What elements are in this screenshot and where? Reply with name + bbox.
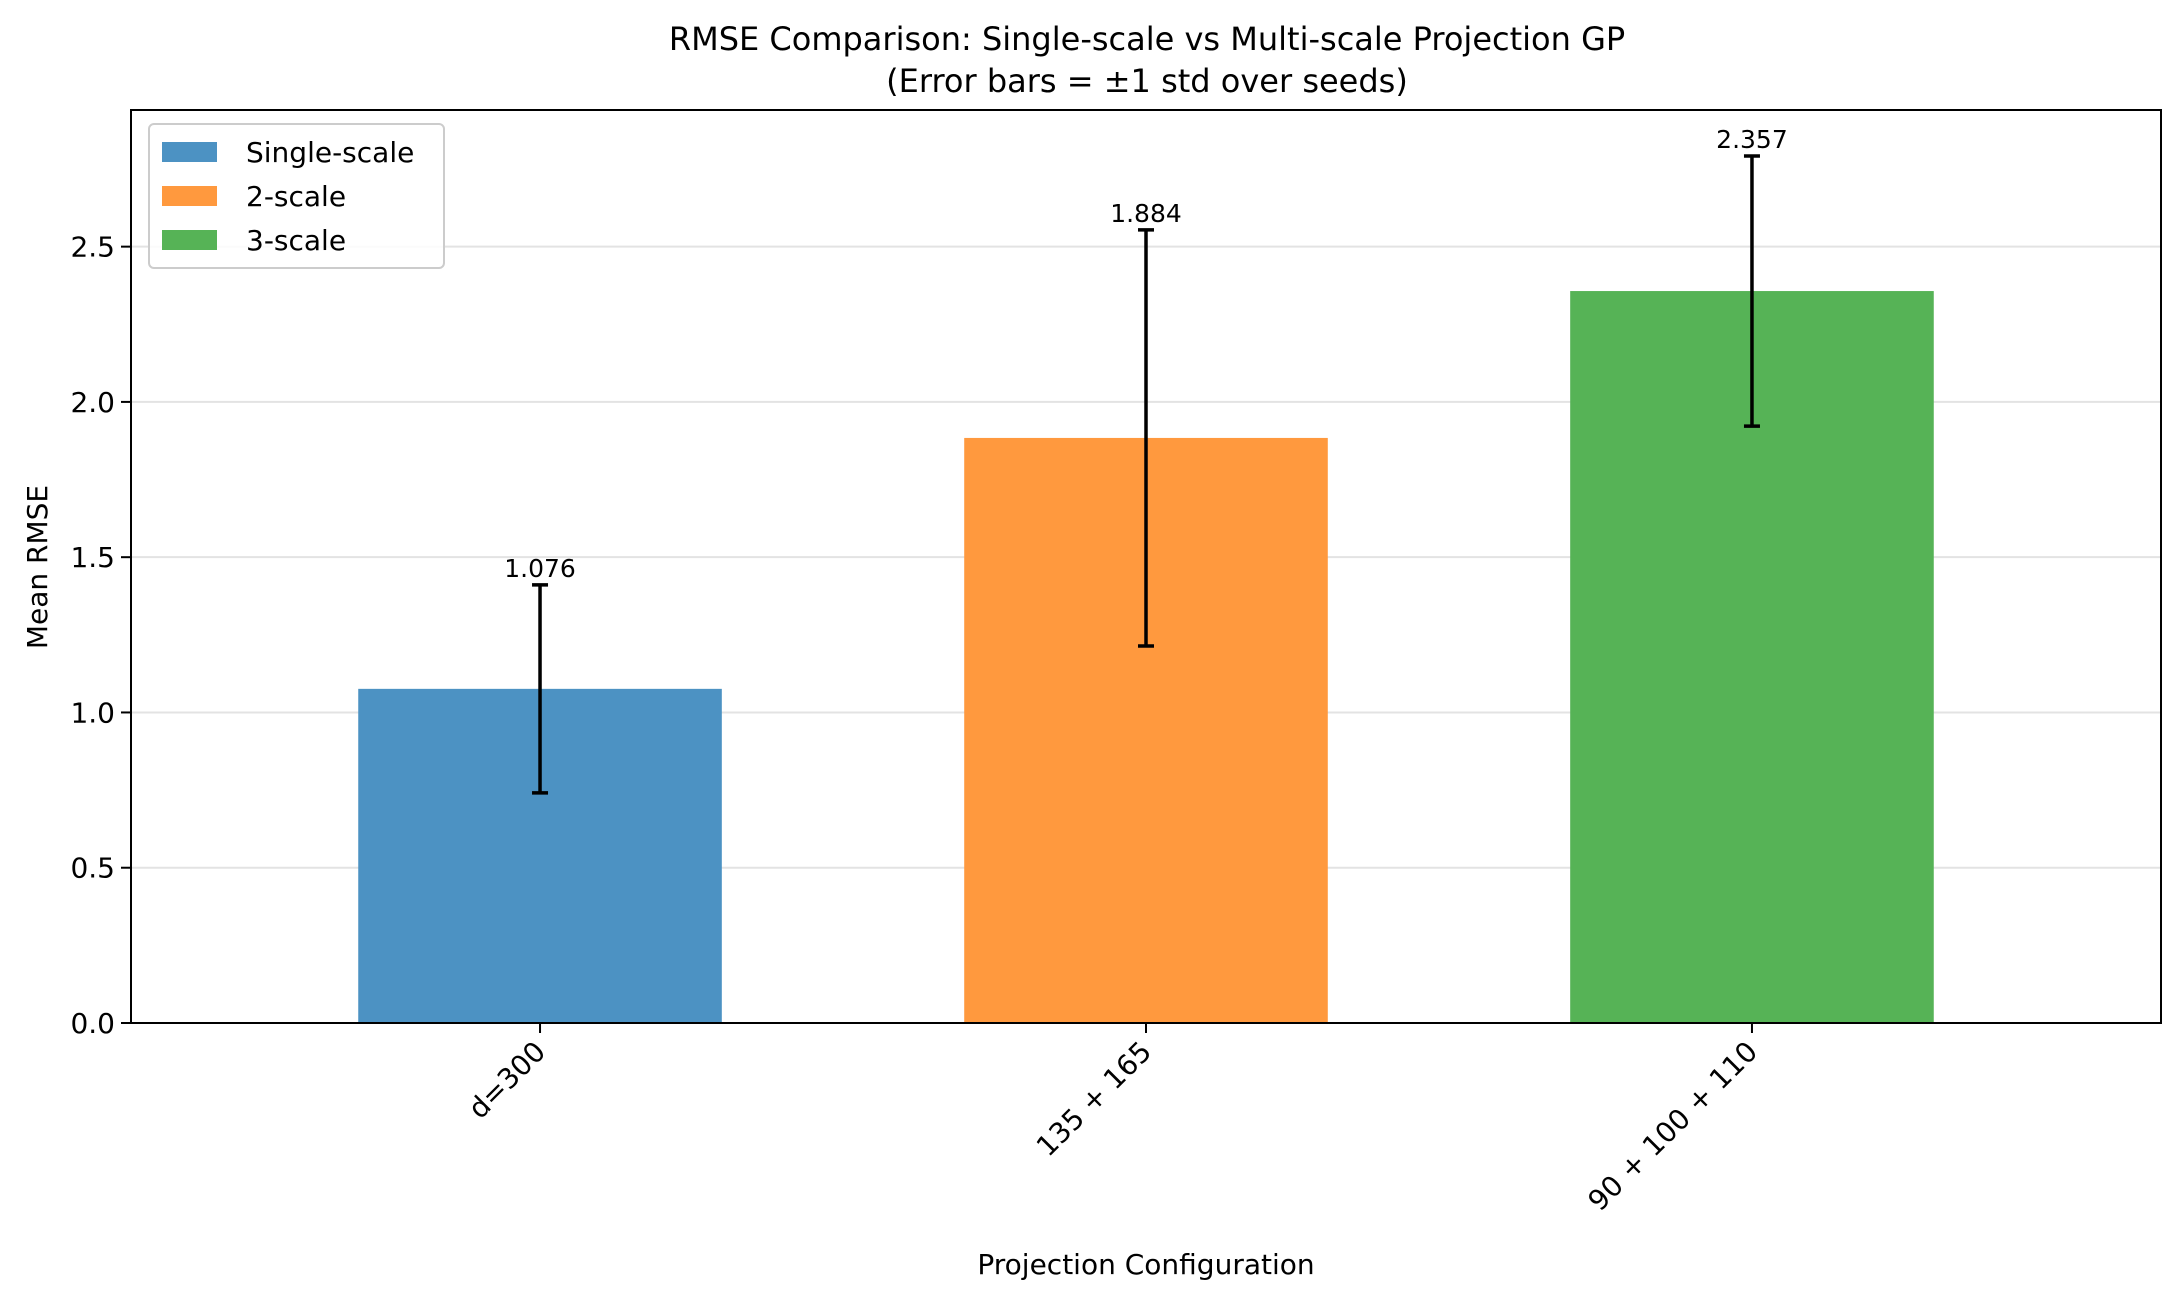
legend-swatch	[162, 230, 217, 250]
value-labels: 1.076 1.884 2.357	[504, 125, 1788, 583]
chart-subtitle: (Error bars = ±1 std over seeds)	[886, 62, 1408, 100]
legend-swatch	[162, 186, 217, 206]
chart-title: RMSE Comparison: Single-scale vs Multi-s…	[669, 20, 1625, 58]
y-tick-label: 1.5	[70, 541, 115, 574]
y-tick-label: 0.0	[70, 1007, 115, 1040]
y-tick-label: 0.5	[70, 852, 115, 885]
value-label: 1.884	[1110, 199, 1182, 228]
y-axis-ticks: 0.0 0.5 1.0 1.5 2.0 2.5	[70, 231, 131, 1040]
legend-frame	[148, 123, 445, 269]
y-tick-label: 2.5	[70, 231, 115, 264]
y-axis-label: Mean RMSE	[21, 485, 54, 649]
value-label: 2.357	[1716, 125, 1788, 154]
legend: Single-scale 2-scale 3-scale	[148, 123, 445, 269]
bars	[358, 291, 1934, 1024]
error-bars	[532, 154, 1760, 795]
y-tick-label: 1.0	[70, 696, 115, 729]
legend-label: Single-scale	[246, 136, 414, 169]
x-axis-label: Projection Configuration	[977, 1248, 1314, 1281]
legend-label: 2-scale	[246, 180, 346, 213]
legend-label: 3-scale	[246, 224, 346, 257]
plot-frame	[130, 109, 2162, 1024]
y-tick-label: 2.0	[70, 386, 115, 419]
value-label: 1.076	[504, 554, 576, 583]
legend-swatch	[162, 142, 217, 162]
